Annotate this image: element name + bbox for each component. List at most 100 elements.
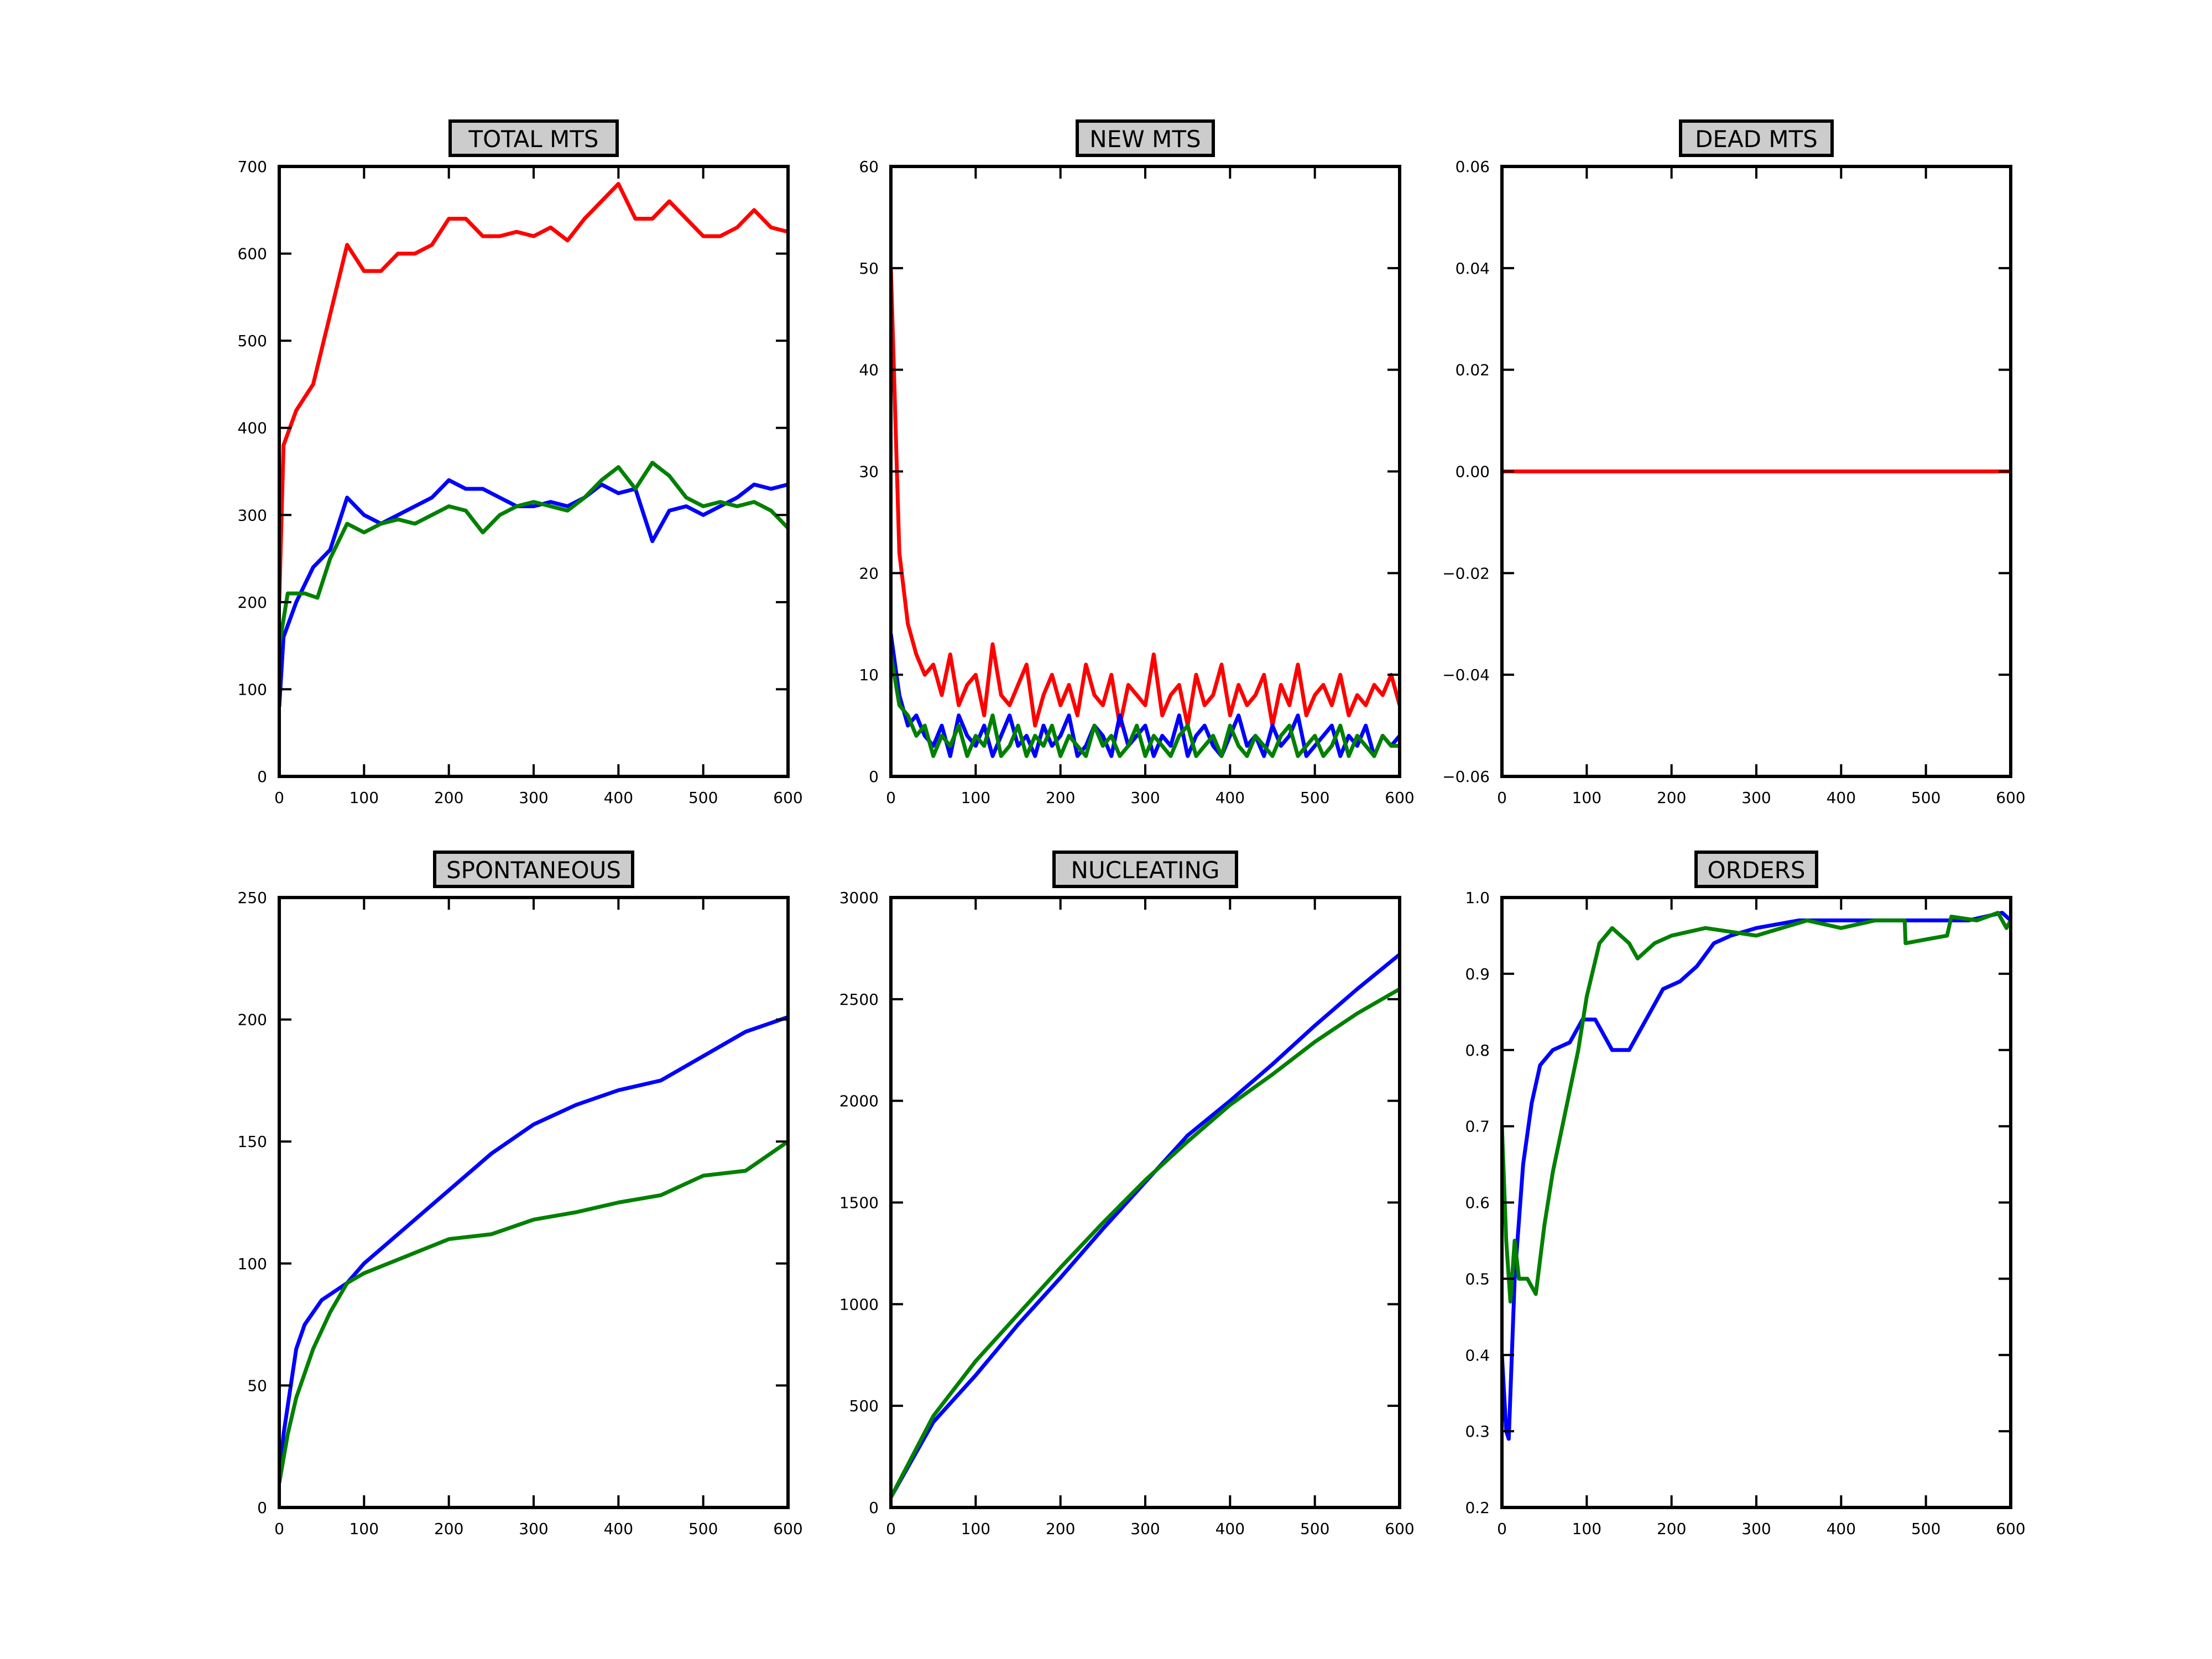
y-tick-label: 250 bbox=[238, 889, 267, 907]
x-tick-label: 0 bbox=[1497, 789, 1507, 807]
subplot-title: SPONTANEOUS bbox=[446, 857, 621, 884]
x-tick-label: 500 bbox=[688, 789, 718, 807]
series-line-green bbox=[1502, 911, 2011, 1304]
y-tick-label: 0 bbox=[869, 768, 879, 786]
y-tick-label: 10 bbox=[859, 666, 879, 684]
title-box bbox=[1694, 851, 1818, 888]
x-tick-label: 0 bbox=[1497, 1520, 1507, 1538]
y-tick-label: 50 bbox=[247, 1376, 267, 1395]
axes-frame bbox=[889, 896, 1401, 1509]
y-tick-label: 0 bbox=[869, 1499, 879, 1517]
title-box bbox=[1076, 119, 1215, 157]
x-tick-label: 300 bbox=[519, 1520, 548, 1538]
y-tick-label: 0.9 bbox=[1465, 965, 1490, 983]
y-tick-label: 200 bbox=[238, 593, 267, 612]
subplot-nucleating: 0 100 200 300 400 500 600 0 500 1000 1500 2000 2500 3… bbox=[839, 851, 1415, 1538]
x-tick-label: 400 bbox=[1827, 789, 1856, 807]
axes-frame bbox=[278, 896, 790, 1509]
x-tick-label: 500 bbox=[688, 1520, 718, 1538]
subplot-title: NEW MTS bbox=[1089, 126, 1201, 153]
y-tick-label: 500 bbox=[849, 1397, 879, 1415]
x-tick-label: 600 bbox=[773, 789, 802, 807]
series-line-blue bbox=[891, 634, 1400, 758]
x-tick-label: 300 bbox=[1741, 1520, 1771, 1538]
series-line-green bbox=[279, 1140, 788, 1484]
subplot-new-mts: 0 100 200 300 400 500 600 0 10 20 30 40 50 60 NEW MTS bbox=[859, 119, 1415, 807]
subplot-title: DEAD MTS bbox=[1695, 126, 1818, 153]
y-tick-label: 0.00 bbox=[1455, 463, 1490, 481]
y-tick-label: 100 bbox=[238, 680, 267, 698]
y-tick-label: 20 bbox=[859, 564, 879, 582]
x-tick-label: 200 bbox=[1046, 1520, 1075, 1538]
y-tick-label: 0.02 bbox=[1455, 361, 1490, 379]
series-line-blue bbox=[279, 1015, 788, 1484]
x-tick-label: 100 bbox=[1572, 1520, 1601, 1538]
x-tick-label: 600 bbox=[1996, 789, 2025, 807]
y-tick-label: 50 bbox=[859, 259, 879, 278]
subplot-total-mts: 0 100 200 300 400 500 600 0 100 200 300 400 500 600 70… bbox=[238, 119, 803, 807]
title-box bbox=[448, 119, 619, 157]
y-tick-label: 0.06 bbox=[1455, 158, 1490, 176]
y-tick-label: 1.0 bbox=[1465, 889, 1490, 907]
x-tick-label: 100 bbox=[961, 789, 990, 807]
y-tick-label: 0 bbox=[257, 768, 267, 786]
x-tick-label: 500 bbox=[1911, 789, 1940, 807]
title-box bbox=[1679, 119, 1834, 157]
x-tick-label: 200 bbox=[434, 789, 463, 807]
x-tick-label: 500 bbox=[1300, 789, 1329, 807]
axes-frame bbox=[1500, 165, 2012, 778]
x-tick-label: 400 bbox=[604, 789, 633, 807]
subplot-spontaneous: 0 100 200 300 400 500 600 0 50 100 150 200 250 SPONTA… bbox=[238, 851, 803, 1538]
y-tick-label: 400 bbox=[238, 419, 267, 437]
y-tick-label: 2500 bbox=[839, 990, 879, 1009]
y-tick-label: 1500 bbox=[839, 1194, 879, 1212]
subplot-title: TOTAL MTS bbox=[468, 126, 598, 153]
x-tick-label: 200 bbox=[1046, 789, 1075, 807]
series-line-red bbox=[279, 182, 788, 602]
x-tick-label: 200 bbox=[434, 1520, 463, 1538]
y-tick-label: 500 bbox=[238, 332, 267, 350]
axes-frame bbox=[889, 165, 1401, 778]
axes-frame bbox=[278, 165, 790, 778]
y-tick-label: −0.06 bbox=[1442, 768, 1490, 786]
x-tick-label: 300 bbox=[519, 789, 548, 807]
x-tick-label: 0 bbox=[886, 1520, 896, 1538]
y-tick-label: 0.7 bbox=[1465, 1118, 1490, 1136]
x-tick-label: 100 bbox=[1572, 789, 1601, 807]
x-tick-label: 600 bbox=[773, 1520, 802, 1538]
x-tick-label: 400 bbox=[1215, 789, 1245, 807]
subplot-dead-mts: 0 100 200 300 400 500 600 −0.06 −0.04 −0.02 0.00 0.… bbox=[1442, 119, 2026, 807]
x-tick-label: 0 bbox=[274, 1520, 284, 1538]
x-tick-label: 400 bbox=[1827, 1520, 1856, 1538]
y-tick-label: 1000 bbox=[839, 1295, 879, 1313]
x-tick-label: 400 bbox=[1215, 1520, 1245, 1538]
series-line-blue bbox=[279, 478, 788, 707]
x-tick-label: 300 bbox=[1130, 789, 1160, 807]
y-tick-label: 150 bbox=[238, 1133, 267, 1151]
y-tick-label: 0.8 bbox=[1465, 1041, 1490, 1060]
y-tick-label: 0.6 bbox=[1465, 1194, 1490, 1212]
series-line-blue bbox=[1502, 911, 2011, 1441]
subplot-orders: 0 100 200 300 400 500 600 0.2 0.3 0.4 0.5 0.6 0.7 0.8… bbox=[1465, 851, 2026, 1538]
y-tick-label: 0.04 bbox=[1455, 259, 1490, 278]
x-tick-label: 0 bbox=[274, 789, 284, 807]
x-tick-label: 500 bbox=[1911, 1520, 1940, 1538]
x-tick-label: 0 bbox=[886, 789, 896, 807]
x-tick-label: 500 bbox=[1300, 1520, 1329, 1538]
series-line-green bbox=[891, 987, 1400, 1499]
title-box bbox=[1052, 851, 1238, 888]
axes-frame bbox=[1500, 896, 2012, 1509]
y-tick-label: 0.2 bbox=[1465, 1499, 1490, 1517]
y-tick-label: 700 bbox=[238, 158, 267, 176]
subplot-title: NUCLEATING bbox=[1071, 857, 1220, 884]
y-tick-label: −0.02 bbox=[1442, 564, 1490, 582]
series-line-red bbox=[891, 268, 1400, 728]
y-tick-label: 3000 bbox=[839, 889, 879, 907]
x-tick-label: 100 bbox=[349, 1520, 379, 1538]
x-tick-label: 200 bbox=[1657, 789, 1686, 807]
x-tick-label: 300 bbox=[1130, 1520, 1160, 1538]
y-tick-label: 0.5 bbox=[1465, 1270, 1490, 1288]
series-line-green bbox=[891, 654, 1400, 758]
y-tick-label: 600 bbox=[238, 245, 267, 263]
